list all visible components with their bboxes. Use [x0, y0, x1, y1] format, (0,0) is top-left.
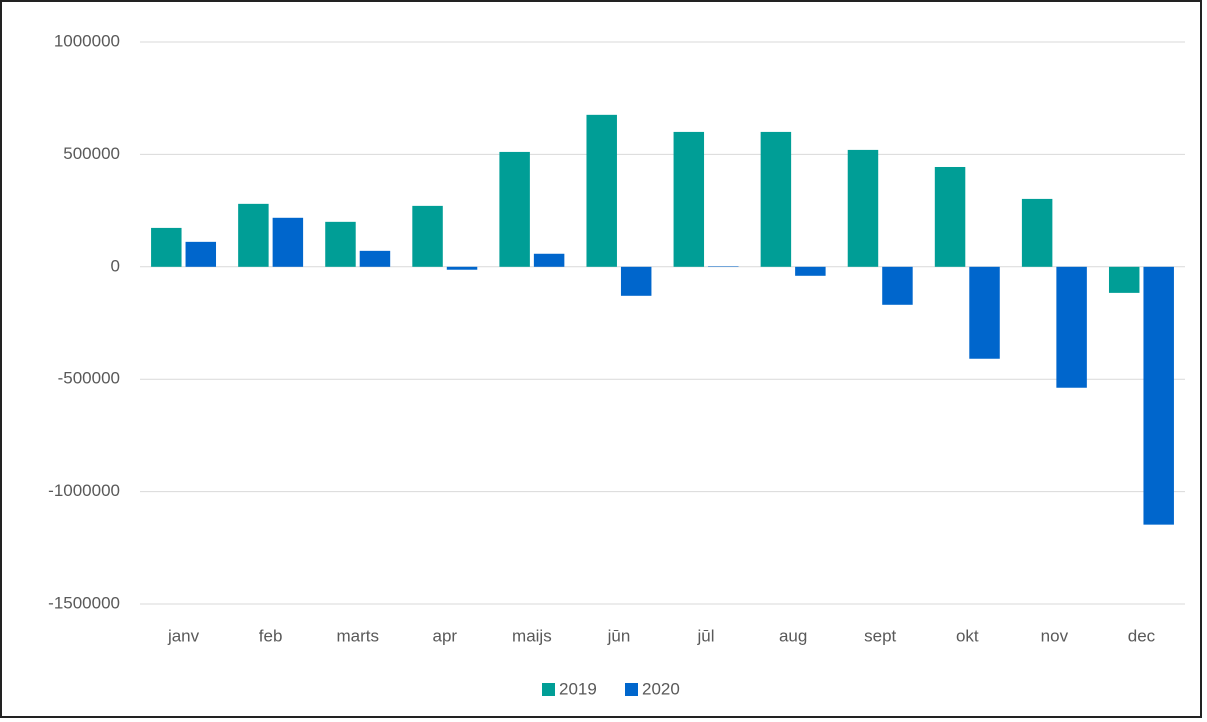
y-tick-label: 500000 [63, 144, 120, 163]
y-tick-label: 1000000 [54, 31, 120, 50]
y-tick-label: -1000000 [48, 481, 120, 500]
x-tick-label: marts [336, 626, 379, 645]
bar [325, 221, 356, 267]
x-tick-label: sept [864, 626, 896, 645]
bar [1021, 198, 1053, 267]
y-tick-label: -1500000 [48, 593, 120, 612]
bar [969, 266, 1000, 359]
bar [882, 266, 913, 305]
bar [934, 166, 966, 267]
bar [673, 131, 705, 267]
x-tick-label: apr [433, 626, 458, 645]
x-tick-label: feb [259, 626, 283, 645]
x-tick-label: janv [167, 626, 200, 645]
x-tick-label: jūn [607, 626, 631, 645]
x-tick-label: aug [779, 626, 807, 645]
bar [446, 266, 478, 270]
bar [1108, 266, 1140, 293]
legend-label: 2020 [642, 679, 680, 698]
legend-swatch [542, 683, 555, 696]
bar [499, 151, 530, 267]
bar [272, 217, 304, 267]
bar [533, 253, 565, 267]
bar [412, 205, 443, 267]
legend-swatch [625, 683, 638, 696]
y-tick-label: -500000 [58, 369, 120, 388]
bar [795, 266, 826, 276]
bar [708, 266, 739, 267]
bar [151, 227, 182, 267]
legend-label: 2019 [559, 679, 597, 698]
x-tick-label: okt [956, 626, 979, 645]
bar [586, 114, 617, 267]
bar [1056, 266, 1087, 388]
x-tick-label: jūl [697, 626, 715, 645]
bar [185, 241, 217, 267]
bar [847, 149, 879, 267]
x-tick-label: dec [1128, 626, 1156, 645]
bar [238, 203, 269, 267]
x-tick-label: nov [1041, 626, 1069, 645]
y-tick-label: 0 [111, 256, 120, 275]
x-tick-label: maijs [512, 626, 552, 645]
bar [760, 131, 792, 267]
bar [620, 266, 652, 296]
bar [1143, 266, 1174, 525]
bar [359, 250, 391, 267]
